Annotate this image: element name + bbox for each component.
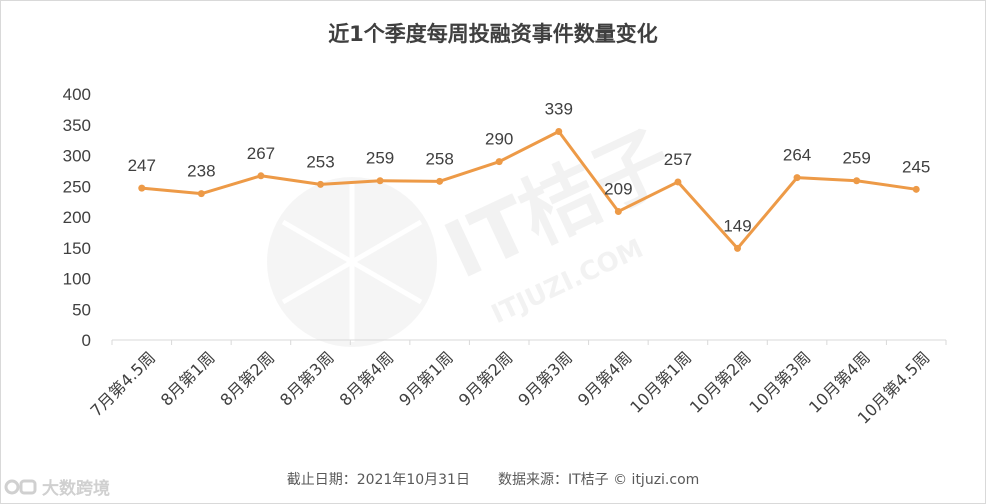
- y-tick-label: 350: [63, 116, 91, 135]
- y-tick-label: 200: [63, 208, 91, 227]
- footer-date: 截止日期：2021年10月31日: [286, 472, 470, 488]
- data-point: [734, 244, 741, 252]
- chart-title: 近1个季度每周投融资事件数量变化: [328, 22, 658, 46]
- data-label: 258: [425, 149, 453, 168]
- data-label: 259: [366, 149, 394, 168]
- data-point: [138, 184, 146, 192]
- y-tick-label: 100: [63, 270, 91, 289]
- data-point: [436, 177, 444, 185]
- watermark-circle: [267, 177, 437, 347]
- data-label: 209: [604, 179, 632, 198]
- x-tick-label: 10月第3周: [745, 348, 814, 417]
- corner-brand: 大数跨境: [4, 474, 110, 499]
- data-label: 253: [306, 152, 334, 171]
- data-point: [614, 207, 622, 215]
- footer: 截止日期：2021年10月31日 数据来源：IT桔子 © itjuzi.com: [0, 469, 986, 489]
- data-label: 267: [247, 144, 275, 163]
- data-label: 257: [664, 150, 692, 169]
- data-label: 238: [187, 162, 215, 181]
- y-tick-label: 0: [82, 331, 91, 350]
- x-tick-label: 8月第4周: [336, 348, 398, 410]
- watermark: IT桔子 ITJUZI.COM: [267, 114, 686, 347]
- data-label: 245: [902, 157, 930, 176]
- data-point: [317, 180, 324, 188]
- x-tick-label: 8月第2周: [216, 348, 278, 410]
- data-point: [555, 128, 563, 136]
- y-tick-label: 150: [63, 239, 91, 258]
- data-point: [376, 177, 384, 185]
- data-label: 259: [842, 149, 870, 168]
- data-label: 149: [723, 216, 751, 235]
- x-tick-label: 7月第4.5周: [87, 348, 160, 421]
- brand-logo-icon: [4, 479, 37, 494]
- footer-source: 数据来源：IT桔子 © itjuzi.com: [497, 472, 700, 488]
- series-line: [141, 130, 917, 250]
- corner-brand-text: 大数跨境: [42, 479, 110, 499]
- data-label: 339: [545, 100, 573, 119]
- data-label: 264: [783, 146, 811, 165]
- x-tick-label: 9月第1周: [395, 348, 457, 410]
- y-tick-label: 250: [63, 177, 91, 196]
- data-point: [197, 190, 205, 198]
- y-tick-label: 400: [63, 85, 91, 104]
- x-tick-label: 8月第1周: [157, 348, 219, 410]
- x-tick-label: 8月第3周: [276, 348, 338, 410]
- data-label: 247: [128, 156, 156, 175]
- x-tick-label: 10月第1周: [626, 348, 695, 417]
- data-point: [495, 158, 503, 166]
- data-point: [674, 178, 682, 186]
- y-tick-label: 300: [63, 147, 91, 166]
- y-tick-label: 50: [72, 300, 91, 319]
- data-point: [257, 172, 265, 180]
- x-tick-label: 9月第2周: [455, 348, 517, 410]
- data-label: 290: [485, 130, 513, 149]
- x-tick-label: 10月第2周: [686, 348, 755, 417]
- data-point: [793, 174, 801, 182]
- x-tick-label: 9月第4周: [574, 348, 636, 410]
- data-point: [912, 185, 920, 193]
- data-point: [853, 177, 861, 185]
- x-tick-label: 9月第3周: [514, 348, 576, 410]
